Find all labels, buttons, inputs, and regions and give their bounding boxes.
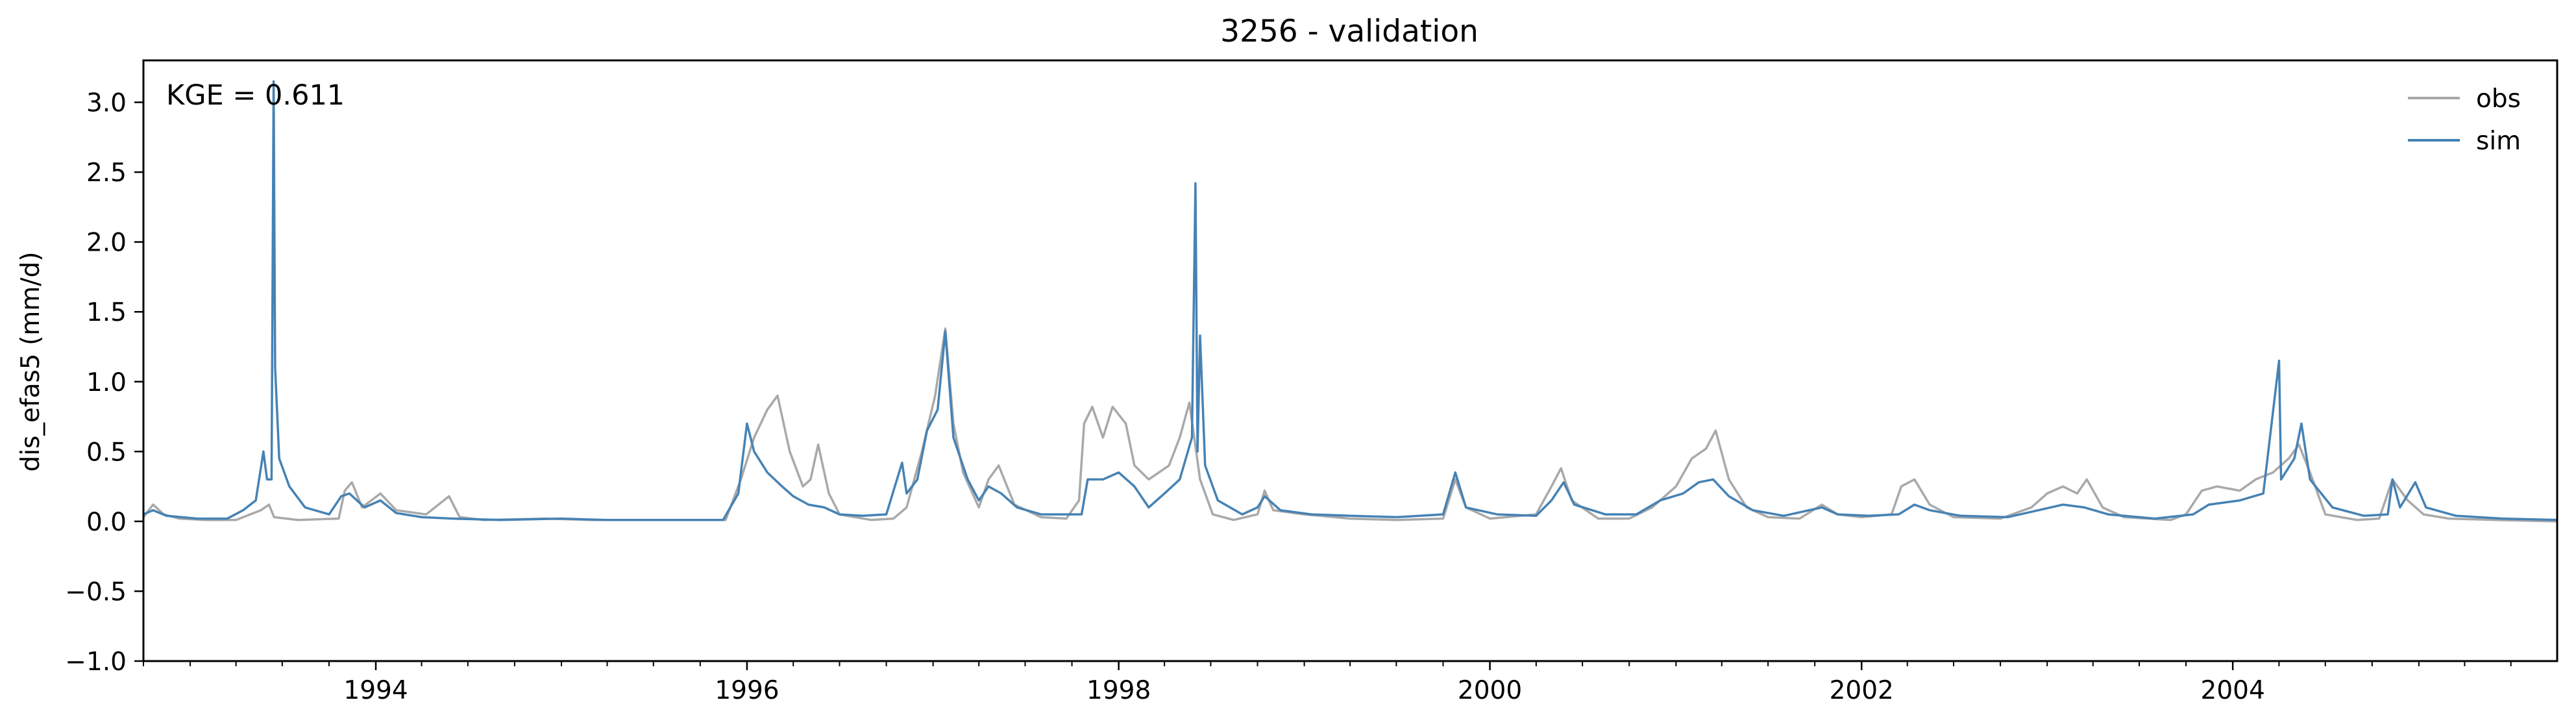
series-line-sim [143, 80, 2558, 521]
x-tick-label: 1996 [715, 676, 779, 705]
x-tick-label: 1994 [343, 676, 408, 705]
legend-label-sim: sim [2476, 127, 2521, 156]
y-axis-ticks: 3.0 2.5 2.0 1.5 1.0 0.5 0.0 −0.5 −1.0 [65, 89, 143, 677]
x-tick-label: 2000 [1458, 676, 1522, 705]
y-tick-label: 0.0 [86, 508, 127, 537]
y-tick-label: 1.0 [86, 368, 127, 397]
plot-frame [142, 59, 2558, 662]
kge-annotation: KGE = 0.611 [166, 79, 345, 112]
series-line-obs [142, 327, 2558, 523]
y-tick-label: 0.5 [86, 438, 127, 467]
y-tick-label: 1.5 [86, 298, 127, 327]
chart-title: 3256 - validation [1220, 14, 1478, 49]
y-tick-label: −1.0 [65, 647, 127, 677]
y-axis-label: dis_efas5 (mm/d) [16, 252, 45, 472]
y-tick-label: 2.5 [86, 158, 127, 188]
x-tick-label: 1998 [1086, 676, 1151, 705]
y-tick-label: 2.0 [86, 229, 127, 258]
y-tick-label: 3.0 [86, 89, 127, 118]
x-axis-ticks: 1994 1996 1998 2000 2002 2004 [143, 661, 2512, 705]
legend: obs sim [2408, 84, 2521, 156]
y-tick-label: −0.5 [65, 577, 127, 607]
series-layer [142, 80, 2558, 523]
legend-label-obs: obs [2476, 84, 2521, 114]
x-tick-label: 2002 [1830, 676, 1894, 705]
x-tick-label: 2004 [2201, 676, 2265, 705]
